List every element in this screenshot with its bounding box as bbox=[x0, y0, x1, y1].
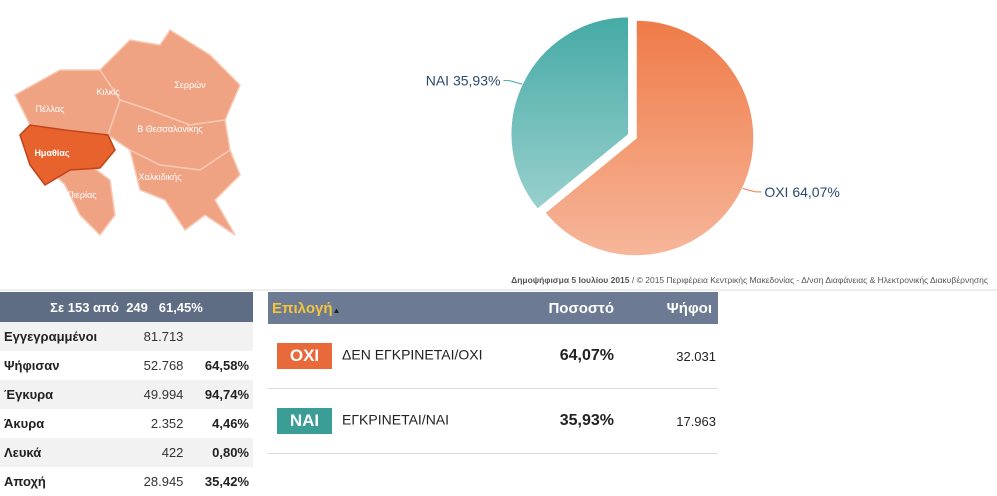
summary-header-text: 61,45% bbox=[158, 299, 203, 315]
result-choice-cell: ΝΑΙ ΕΓΚΡΙΝΕΤΑΙ/ΝΑΙ bbox=[268, 388, 523, 454]
choice-text: ΔΕΝ ΕΓΚΡΙΝΕΤΑΙ/ΟΧΙ bbox=[342, 346, 483, 363]
map-region-selected bbox=[19, 124, 116, 186]
slice-value: 35,93% bbox=[453, 73, 500, 89]
result-votes: 32.031 bbox=[615, 324, 718, 389]
source-event: Δημοψήφισμα 5 Ιουλίου 2015 bbox=[511, 275, 630, 285]
summary-percent: 35,42% bbox=[204, 474, 249, 489]
column-header: Ψήφοι bbox=[615, 292, 718, 324]
map-label: Σερρών bbox=[174, 80, 206, 90]
summary-label: Έγκυρα bbox=[0, 380, 128, 409]
summary-count: 81.713 bbox=[127, 322, 188, 351]
summary-count: 28.945 bbox=[143, 474, 184, 489]
slice-label: ΟΧΙ 64,07% bbox=[764, 184, 840, 200]
map-labels: Κιλκίς Σερρών Πέλλας Β Θεσσαλονίκης Ημαθ… bbox=[34, 80, 206, 200]
summary-row: Εγγεγραμμένοι 81.713 bbox=[0, 322, 253, 351]
summary-row: Έγκυρα 49.994 94,74% bbox=[0, 380, 253, 409]
summary-row: Άκυρα 2.352 4,46% bbox=[0, 409, 253, 438]
summary-percent bbox=[187, 322, 253, 351]
summary-header: Σε 153 από 249 61,45% bbox=[0, 292, 253, 322]
summary-percent: 94,74% bbox=[187, 380, 253, 409]
summary-percent: 0,80% bbox=[187, 438, 253, 467]
leader-line bbox=[742, 187, 762, 193]
choice-badge: ΝΑΙ bbox=[277, 408, 332, 434]
result-percent: 35,93% bbox=[523, 388, 615, 454]
pie-chart: ΝΑΙ 35,93% ΟΧΙ 64,07% bbox=[426, 15, 840, 257]
choice-badge: ΟΧΙ bbox=[277, 343, 332, 369]
summary-row: Λευκά 422 0,80% bbox=[0, 438, 253, 467]
column-header-text: Επιλογή bbox=[272, 299, 333, 317]
result-choice-cell: ΟΧΙ ΔΕΝ ΕΓΚΡΙΝΕΤΑΙ/ΟΧΙ bbox=[268, 324, 523, 389]
summary-header-text: Σε 153 από bbox=[50, 299, 119, 315]
summary-row: Ψήφισαν 52.768 64,58% bbox=[0, 351, 253, 380]
summary-table: Σε 153 από 249 61,45% Εγγεγραμμένοι 81.71… bbox=[0, 292, 253, 496]
result-percent: 64,07% bbox=[523, 324, 615, 389]
slice-shade bbox=[544, 20, 754, 256]
result-votes: 17.963 bbox=[615, 388, 718, 454]
summary-row: Αποχή 28.945 35,42% bbox=[0, 467, 253, 496]
result-row: ΝΑΙ ΕΓΚΡΙΝΕΤΑΙ/ΝΑΙ 35,93% 17.963 bbox=[268, 388, 718, 454]
summary-count: 49.994 bbox=[127, 380, 188, 409]
source-credit: / © 2015 Περιφέρεια Κεντρικής Μακεδονίας… bbox=[632, 275, 988, 285]
leader-line bbox=[503, 80, 523, 85]
summary-count: 52.768 bbox=[143, 358, 184, 373]
map-label: Ημαθίας bbox=[34, 148, 69, 158]
summary-count: 422 bbox=[127, 438, 188, 467]
map-label: Πέλλας bbox=[36, 104, 66, 114]
column-header[interactable]: Επιλογή▲ bbox=[268, 292, 523, 324]
source: Δημοψήφισμα 5 Ιουλίου 2015 / © 2015 Περι… bbox=[511, 275, 988, 285]
slice-label: ΝΑΙ 35,93% bbox=[426, 73, 501, 89]
map-label: Κιλκίς bbox=[96, 87, 120, 97]
summary-label: Άκυρα bbox=[4, 416, 45, 431]
top-panel: Κιλκίς Σερρών Πέλλας Β Θεσσαλονίκης Ημαθ… bbox=[0, 15, 997, 291]
slice-category: ΟΧΙ bbox=[764, 184, 788, 200]
summary-count: 2.352 bbox=[150, 416, 184, 431]
results-table: Επιλογή▲ Ποσοστό Ψήφοι ΟΧΙ ΔΕΝ ΕΓΚΡΙΝΕΤΑΙ… bbox=[268, 292, 718, 454]
map-label: Πιερίας bbox=[67, 190, 97, 200]
summary-label: Εγγεγραμμένοι bbox=[0, 322, 128, 351]
summary-percent: 64,58% bbox=[204, 358, 249, 373]
choice-text: ΕΓΚΡΙΝΕΤΑΙ/ΝΑΙ bbox=[342, 411, 450, 428]
summary-label: Ψήφισαν bbox=[4, 358, 60, 373]
map-label: Β Θεσσαλονίκης bbox=[137, 124, 203, 134]
slice-shade bbox=[510, 16, 629, 210]
summary-label: Αποχή bbox=[4, 474, 46, 489]
summary-percent: 4,46% bbox=[212, 416, 249, 431]
summary-label: Λευκά bbox=[0, 438, 128, 467]
map-label: Χαλκιδικής bbox=[138, 172, 182, 182]
map-region bbox=[128, 148, 241, 236]
slice-category: ΝΑΙ bbox=[426, 73, 449, 89]
slice-value: 64,07% bbox=[792, 184, 839, 200]
summary-header-text: 249 bbox=[126, 299, 148, 315]
map bbox=[14, 28, 241, 237]
result-row: ΟΧΙ ΔΕΝ ΕΓΚΡΙΝΕΤΑΙ/ΟΧΙ 64,07% 32.031 bbox=[268, 324, 718, 389]
column-header: Ποσοστό bbox=[523, 292, 615, 324]
